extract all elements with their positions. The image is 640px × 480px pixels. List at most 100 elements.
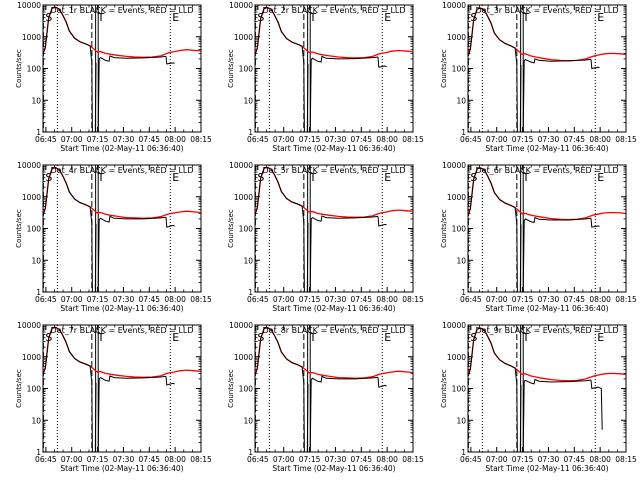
x-tick-label: 08:15	[615, 135, 637, 144]
x-axis-label: Start Time (02-May-11 06:36:40)	[485, 144, 608, 153]
x-tick-label: 06:45	[35, 135, 57, 144]
events-series-line-2	[516, 63, 522, 132]
event-marker-e: E	[384, 11, 391, 24]
events-series-line-4	[165, 217, 175, 228]
y-axis-label: Counts/sec	[15, 369, 23, 408]
events-series-line-3	[309, 215, 379, 292]
x-axis-label: Start Time (02-May-11 06:36:40)	[60, 304, 183, 313]
events-series-line-4	[377, 377, 387, 388]
x-tick-label: 07:45	[563, 295, 585, 304]
y-tick-label: 1	[248, 128, 253, 137]
event-marker-e: E	[384, 171, 391, 184]
y-tick-label: 10000	[442, 321, 466, 330]
panel-title: Det_4r BLACK = Events, RED = LLD	[50, 166, 193, 175]
x-tick-label: 07:15	[512, 295, 534, 304]
panel-title: Det_8r BLACK = Events, RED = LLD	[262, 326, 405, 335]
detector-panel-3: Det_3r BLACK = Events, RED = LLD 1 10 100 10…	[440, 1, 637, 153]
x-axis-label: Start Time (02-May-11 06:36:40)	[272, 144, 395, 153]
x-tick-label: 08:00	[164, 135, 186, 144]
y-tick-label: 1000	[234, 193, 253, 202]
events-series-line-3	[522, 58, 592, 132]
y-axis-label: Counts/sec	[15, 49, 23, 88]
y-tick-label: 10	[243, 96, 253, 105]
y-tick-label: 100	[239, 225, 254, 234]
events-series-line-2	[303, 62, 309, 132]
event-marker-e: E	[172, 171, 179, 184]
x-tick-label: 07:45	[350, 135, 372, 144]
event-marker-t: T	[309, 171, 317, 184]
events-series-line-2	[91, 381, 97, 452]
y-tick-label: 10	[31, 256, 41, 265]
y-tick-label: 100	[239, 385, 254, 394]
y-tick-label: 100	[452, 225, 467, 234]
x-tick-label: 07:15	[512, 455, 534, 464]
x-tick-label: 07:15	[512, 135, 534, 144]
events-series-line-2	[91, 61, 97, 132]
y-tick-label: 1000	[234, 33, 253, 42]
event-marker-e: E	[597, 11, 604, 24]
x-tick-label: 08:00	[589, 135, 611, 144]
events-series-line-3	[309, 55, 379, 132]
y-tick-label: 1000	[22, 33, 41, 42]
x-axis-label: Start Time (02-May-11 06:36:40)	[272, 464, 395, 473]
y-tick-label: 1000	[447, 33, 466, 42]
event-marker-t: T	[97, 11, 105, 24]
x-tick-label: 07:30	[538, 295, 560, 304]
events-series-line-1	[468, 327, 518, 384]
y-tick-label: 10	[456, 256, 466, 265]
y-tick-label: 10000	[229, 1, 253, 10]
x-tick-label: 08:00	[589, 455, 611, 464]
y-axis-label: Counts/sec	[227, 49, 235, 88]
y-tick-label: 10	[31, 416, 41, 425]
events-series-line-2	[516, 383, 522, 452]
y-tick-label: 1000	[234, 353, 253, 362]
detector-panel-4: Det_4r BLACK = Events, RED = LLD 1 10 100 10…	[15, 161, 212, 313]
y-axis-label: Counts/sec	[227, 209, 235, 248]
x-tick-label: 07:00	[61, 455, 83, 464]
y-tick-label: 1	[461, 288, 466, 297]
x-tick-label: 07:00	[273, 295, 295, 304]
events-series-line-1	[43, 6, 93, 63]
x-tick-label: 08:15	[190, 135, 212, 144]
x-tick-label: 07:45	[563, 135, 585, 144]
events-series-line-3	[522, 216, 592, 292]
x-tick-label: 08:15	[190, 295, 212, 304]
x-axis-label: Start Time (02-May-11 06:36:40)	[485, 464, 608, 473]
x-tick-label: 07:00	[486, 455, 508, 464]
events-series-line-1	[468, 7, 518, 64]
events-series-line-4	[590, 379, 603, 430]
event-marker-t: T	[522, 11, 530, 24]
y-tick-label: 10	[243, 416, 253, 425]
x-tick-label: 07:00	[273, 455, 295, 464]
events-series-line-2	[516, 223, 522, 292]
detector-panel-2: Det_2r BLACK = Events, RED = LLD 1 10 100 10…	[227, 1, 424, 153]
panel-title: Det_1r BLACK = Events, RED = LLD	[50, 6, 193, 15]
events-series-line-2	[303, 382, 309, 452]
x-tick-label: 07:15	[87, 295, 109, 304]
x-tick-label: 07:00	[273, 135, 295, 144]
y-tick-label: 1000	[447, 353, 466, 362]
detector-panel-5: Det_5r BLACK = Events, RED = LLD 1 10 100 10…	[227, 161, 424, 313]
detector-panel-1: Det_1r BLACK = Events, RED = LLD 1 10 100 10…	[15, 1, 212, 153]
y-tick-label: 10	[243, 256, 253, 265]
x-tick-label: 08:00	[376, 135, 398, 144]
x-tick-label: 07:30	[538, 135, 560, 144]
x-axis-label: Start Time (02-May-11 06:36:40)	[60, 144, 183, 153]
y-tick-label: 1000	[447, 193, 466, 202]
x-tick-label: 07:00	[61, 135, 83, 144]
x-tick-label: 07:30	[113, 135, 135, 144]
x-tick-label: 07:00	[486, 295, 508, 304]
events-series-line-4	[590, 59, 600, 70]
event-marker-t: T	[522, 171, 530, 184]
x-tick-label: 07:45	[563, 455, 585, 464]
event-marker-t: T	[97, 331, 105, 344]
x-axis-label: Start Time (02-May-11 06:36:40)	[60, 464, 183, 473]
event-marker-e: E	[172, 11, 179, 24]
event-marker-e: E	[597, 331, 604, 344]
y-tick-label: 10000	[17, 321, 41, 330]
y-tick-label: 1	[36, 128, 41, 137]
y-tick-label: 10000	[442, 1, 466, 10]
x-tick-label: 08:15	[615, 295, 637, 304]
y-tick-label: 100	[27, 385, 42, 394]
